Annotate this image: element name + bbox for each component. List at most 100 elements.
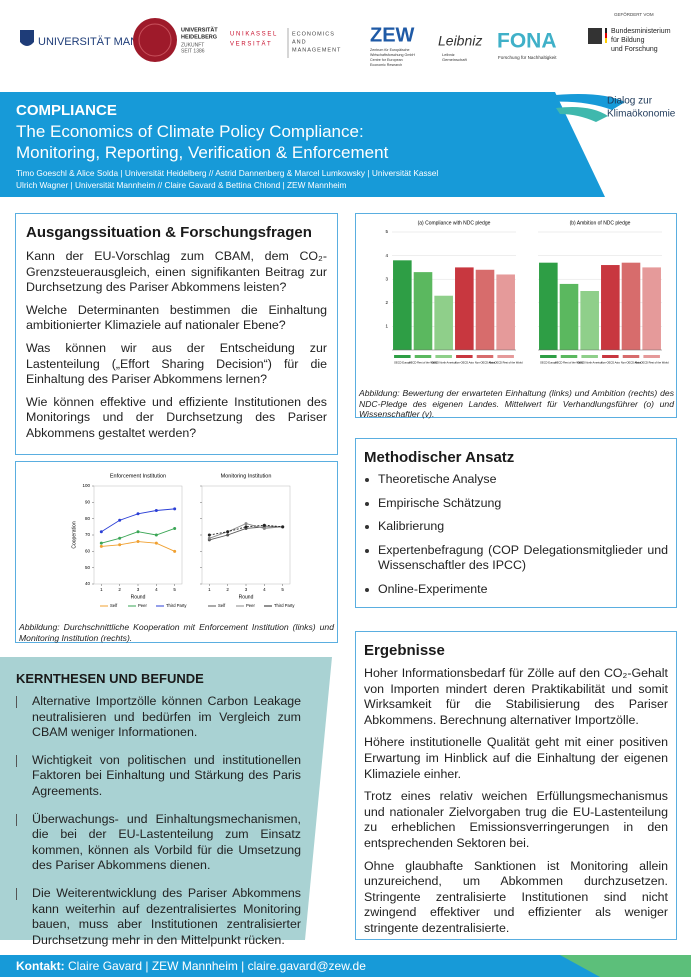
y-tick-label: 2 xyxy=(385,300,388,305)
legend-swatch xyxy=(476,355,494,358)
method-text: Theoretische Analyse xyxy=(378,472,497,486)
logo-heidelberg: UNIVERSITÄT HEIDELBERG ZUKUNFT SEIT 1386 xyxy=(133,18,218,62)
x-tick-label: 3 xyxy=(137,587,140,592)
legend-swatch xyxy=(602,355,619,358)
series-point xyxy=(173,526,177,530)
logo-text: AND xyxy=(292,39,307,45)
x-tick-label: 5 xyxy=(281,587,284,592)
logo-text: für Bildung xyxy=(611,37,645,44)
panel-title: Monitoring Institution xyxy=(221,473,272,479)
method-text: Kalibrierung xyxy=(378,519,445,534)
series-point xyxy=(118,543,122,547)
legend-swatch xyxy=(581,355,598,358)
x-tick-label: Non-OECD Rest of the World xyxy=(489,361,523,365)
logo-text: UNIVERSITÄT xyxy=(181,26,218,33)
paragraph: Höhere institutionelle Qualität geht mit… xyxy=(364,735,668,781)
authors-line: Ulrich Wagner | Universität Mannheim // … xyxy=(16,180,347,190)
series-point xyxy=(262,526,266,530)
y-tick-label: 80 xyxy=(85,516,91,521)
x-tick-label: OECD North America xyxy=(431,361,456,365)
legend-label: Peer xyxy=(246,603,255,608)
logo-text: GEFÖRDERT VOM xyxy=(614,11,654,17)
paragraph: Was können wir aus der Entscheidung zur … xyxy=(26,340,327,387)
x-tick-label: Non-OECD Rest of the World xyxy=(635,361,669,365)
legend-swatch xyxy=(622,355,640,358)
x-tick-label: OECD North America xyxy=(577,361,602,365)
section-heading: Ergebnisse xyxy=(364,642,445,659)
series-point xyxy=(281,525,285,529)
logo-text: ZEW xyxy=(370,24,415,46)
footer-text: Claire Gavard | ZEW Mannheim | claire.ga… xyxy=(68,959,366,973)
paragraph: Kann der EU-Vorschlag zum CBAM, dem CO₂-… xyxy=(26,249,327,295)
series-point xyxy=(154,541,158,545)
method-item: Theoretische Analyse xyxy=(364,472,668,488)
bar xyxy=(413,272,433,350)
banner-text: COMPLIANCE The Economics of Climate Poli… xyxy=(16,102,438,191)
section-heading: Methodischer Ansatz xyxy=(364,449,515,466)
legend-label: Self xyxy=(110,603,118,608)
x-tick-label: Non-OECD Asia xyxy=(455,361,474,365)
plot-area xyxy=(201,485,291,585)
logo-text: Economic Research xyxy=(370,63,402,67)
logo-text: Leibniz xyxy=(442,52,455,57)
y-tick-label: 60 xyxy=(85,549,91,554)
dialog-swoosh xyxy=(545,94,625,110)
legend-swatch xyxy=(540,355,557,358)
x-tick-label: Non-OECD Asia xyxy=(601,361,620,365)
x-tick-label: OECD Rest of the World xyxy=(555,361,584,365)
paragraph: Ohne glaubhafte Sanktionen ist Monitorin… xyxy=(364,858,668,935)
logo-text: ZUKUNFT xyxy=(181,42,204,48)
figure-box: (a) Compliance with NDC pledge 1 2 3 4 5 OECD … xyxy=(355,213,677,419)
method-text: Empirische Schätzung xyxy=(378,495,502,510)
series-point xyxy=(173,507,177,511)
panel-title: (b) Ambition of NDC pledge xyxy=(570,220,631,226)
method-text: Expertenbefragung (COP Delegationsmitgli… xyxy=(378,542,668,573)
method-item: Online-Experimente xyxy=(364,582,668,598)
logo-text: SEIT 1386 xyxy=(181,48,205,54)
legend-label: Third Party xyxy=(166,603,187,608)
item-marker xyxy=(16,887,17,900)
x-tick-label: 4 xyxy=(263,587,266,592)
y-axis-label: Cooperation xyxy=(71,521,77,548)
logo-text: Centre for European xyxy=(370,58,403,62)
series-point xyxy=(262,523,266,527)
item-marker xyxy=(16,696,17,708)
y-tick-label: 100 xyxy=(82,483,90,488)
logo-text: MANAGEMENT xyxy=(292,47,341,53)
logo-strip: UNIVERSITÄT MANNHEIM UNIVERSITÄT HEIDELB… xyxy=(20,11,671,67)
method-item: Empirische Schätzung xyxy=(364,496,668,512)
section-heading: Ausgangssituation & Forschungsfragen xyxy=(26,224,312,241)
series-point xyxy=(154,509,158,512)
logo-text: ECONOMICS xyxy=(292,31,335,37)
x-tick-label: 4 xyxy=(155,587,158,592)
panel-title: (a) Compliance with NDC pledge xyxy=(418,220,491,226)
series-point xyxy=(99,530,103,534)
series-point xyxy=(99,544,103,548)
item-marker xyxy=(365,478,369,482)
paragraph: Welche Determinanten bestimmen die Einha… xyxy=(26,302,327,333)
logo-leibniz: Leibniz Leibniz Gemeinschaft xyxy=(438,33,482,62)
title-line: Monitoring, Reporting, Verification & En… xyxy=(16,143,389,162)
intro-box: Ausgangssituation & Forschungsfragen Kan… xyxy=(15,213,338,455)
series-point xyxy=(154,533,158,537)
item-marker xyxy=(365,548,369,553)
caption: Abbildung: Durchschnittliche Kooperation… xyxy=(19,622,334,643)
series-point xyxy=(226,533,230,537)
banner-shape: Dialog zur Klimaökonomie xyxy=(0,92,676,197)
section-heading: KERNTHESEN UND BEFUNDE xyxy=(16,671,204,686)
series-point xyxy=(136,530,140,534)
item-marker xyxy=(365,587,369,592)
series-point xyxy=(136,512,140,516)
thesis-text: Wichtigkeit von politischen und institut… xyxy=(32,752,301,798)
x-tick-label: Non-OECD Africa xyxy=(621,361,642,365)
legend-label: Self xyxy=(218,603,226,608)
figure-ndc: (a) Compliance with NDC pledge 1 2 3 4 5 OECD … xyxy=(385,220,669,365)
bar xyxy=(475,269,495,350)
thesis-text: Alternative Importzölle können Carbon Le… xyxy=(32,694,301,740)
item-marker xyxy=(365,501,369,506)
legend-swatch xyxy=(394,355,411,358)
logo-bmbf: GEFÖRDERT VOM Bundesministerium für Bild… xyxy=(588,11,671,53)
logo-text: Zentrum für Europäische xyxy=(370,48,410,52)
bar xyxy=(539,262,558,350)
